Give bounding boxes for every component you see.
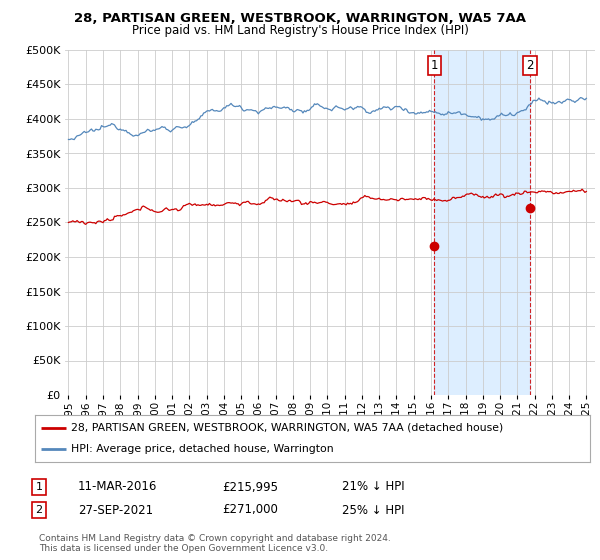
Text: 28, PARTISAN GREEN, WESTBROOK, WARRINGTON, WA5 7AA: 28, PARTISAN GREEN, WESTBROOK, WARRINGTO… [74,12,526,25]
Text: 25% ↓ HPI: 25% ↓ HPI [342,503,404,516]
Text: £271,000: £271,000 [222,503,278,516]
Text: 28, PARTISAN GREEN, WESTBROOK, WARRINGTON, WA5 7AA (detached house): 28, PARTISAN GREEN, WESTBROOK, WARRINGTO… [71,423,503,433]
Text: HPI: Average price, detached house, Warrington: HPI: Average price, detached house, Warr… [71,444,334,454]
Text: 2: 2 [526,59,534,72]
Text: 1: 1 [431,59,438,72]
Text: 11-MAR-2016: 11-MAR-2016 [78,480,157,493]
Text: Price paid vs. HM Land Registry's House Price Index (HPI): Price paid vs. HM Land Registry's House … [131,24,469,36]
Text: £215,995: £215,995 [222,480,278,493]
Text: 2: 2 [35,505,43,515]
Text: Contains HM Land Registry data © Crown copyright and database right 2024.
This d: Contains HM Land Registry data © Crown c… [39,534,391,553]
Bar [434,50,530,395]
Text: 27-SEP-2021: 27-SEP-2021 [78,503,153,516]
Text: 21% ↓ HPI: 21% ↓ HPI [342,480,404,493]
Text: 1: 1 [35,482,43,492]
